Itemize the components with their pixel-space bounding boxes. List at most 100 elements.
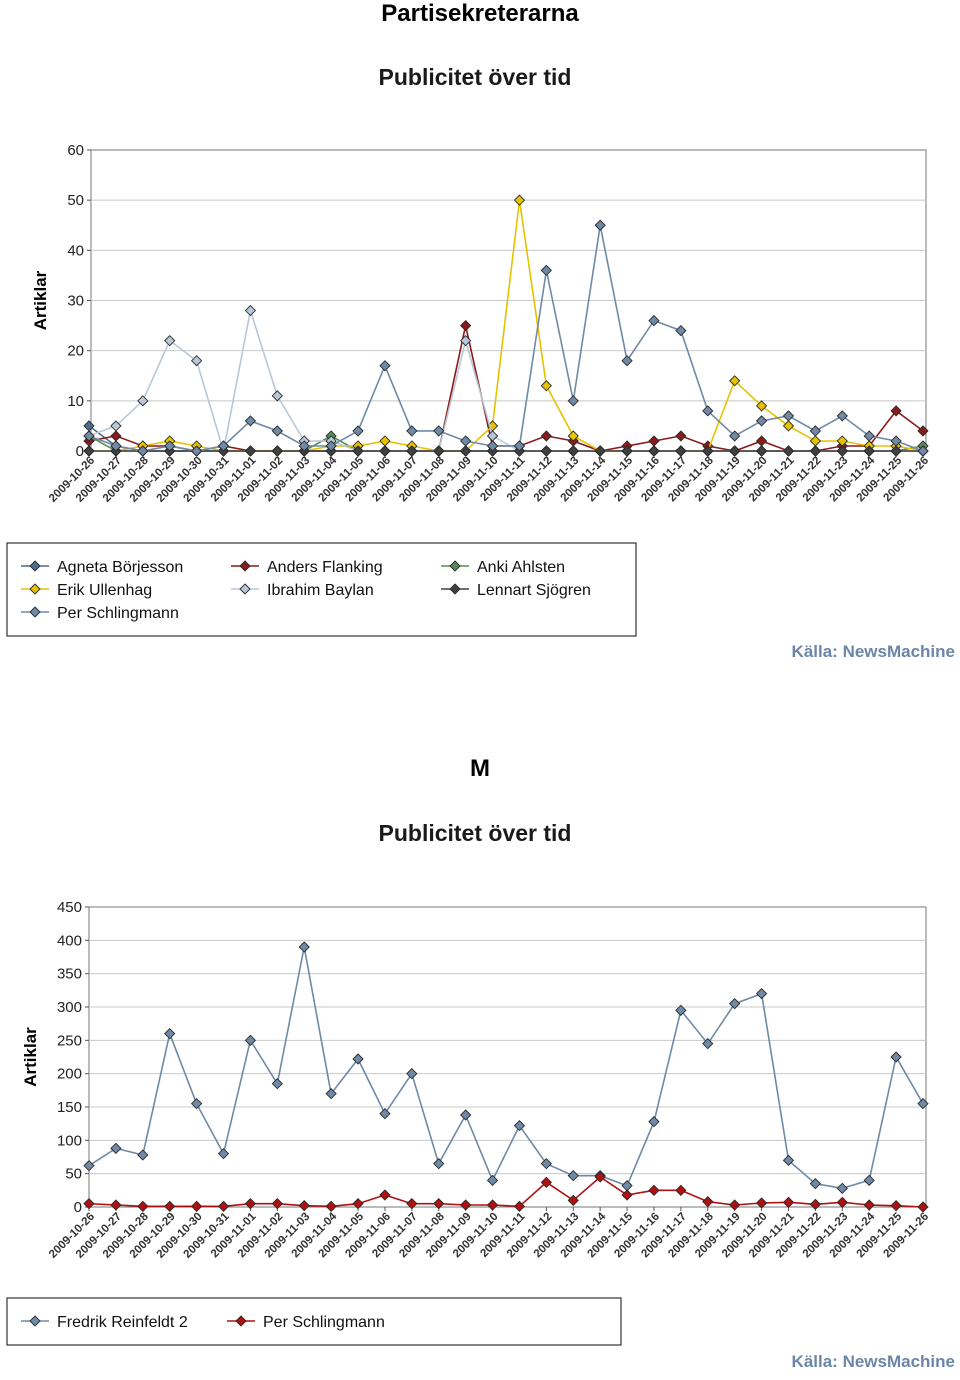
data-point-erik-ullenhag <box>729 375 741 387</box>
section-heading-bottom: M <box>470 755 490 782</box>
data-point-fredrik-reinfeldt-2 <box>352 1053 364 1065</box>
data-point-lennart-sjogren <box>863 445 875 457</box>
data-point-fredrik-reinfeldt-2 <box>540 1158 552 1170</box>
data-point-lennart-sjogren <box>675 445 687 457</box>
y-axis-label: Artiklar <box>31 270 50 330</box>
data-point-anders-flanking <box>540 430 552 442</box>
data-point-fredrik-reinfeldt-2 <box>863 1174 875 1186</box>
legend-marker-per-schlingmann <box>235 1315 247 1327</box>
source-label: Källa: NewsMachine <box>792 642 955 661</box>
data-point-per-schlingmann <box>486 1199 499 1211</box>
data-point-per-schlingmann <box>217 440 230 452</box>
data-point-per-schlingmann <box>809 1198 822 1210</box>
chart-m: Publicitet över tid Artiklar 0 50 100 150 200 2… <box>6 820 955 1371</box>
data-point-per-schlingmann <box>594 219 606 231</box>
data-point-erik-ullenhag <box>782 420 795 432</box>
data-point-per-schlingmann <box>917 445 929 457</box>
legend-label-ibrahim-baylan: Ibrahim Baylan <box>267 582 374 599</box>
legend-label-anki-ahlsten: Anki Ahlsten <box>477 559 565 576</box>
data-point-fredrik-reinfeldt-2 <box>137 1149 149 1161</box>
data-point-per-schlingmann <box>540 1176 552 1188</box>
data-point-erik-ullenhag <box>540 380 552 392</box>
legend-label-anders-flanking: Anders Flanking <box>267 559 383 576</box>
legend-marker-fredrik-reinfeldt-2 <box>29 1315 41 1327</box>
y-tick-label: 40 <box>67 242 84 259</box>
data-point-per-schlingmann <box>594 1171 606 1183</box>
data-point-per-schlingmann <box>83 1198 95 1210</box>
data-point-per-schlingmann <box>513 440 526 452</box>
data-point-fredrik-reinfeldt-2 <box>110 1142 122 1154</box>
legend-label-fredrik-reinfeldt-2: Fredrik Reinfeldt 2 <box>57 1314 188 1331</box>
data-point-per-schlingmann <box>298 1200 310 1212</box>
data-point-fredrik-reinfeldt-2 <box>917 1098 929 1110</box>
chart-partisekreterarna: Publicitet över tid Artiklar 0 10 20 30 40 50 60… <box>6 64 955 661</box>
chart-title: Publicitet över tid <box>379 64 572 90</box>
data-point-per-schlingmann <box>110 1199 122 1211</box>
data-point-lennart-sjogren <box>782 445 795 457</box>
legend-marker-erik-ullenhag <box>29 583 41 595</box>
legend-label-lennart-sjogren: Lennart Sjögren <box>477 582 591 599</box>
data-point-per-schlingmann <box>325 440 337 452</box>
data-point-lennart-sjogren <box>567 445 579 457</box>
data-point-fredrik-reinfeldt-2 <box>433 1158 445 1170</box>
data-point-per-schlingmann <box>460 435 472 447</box>
data-point-lennart-sjogren <box>244 445 257 457</box>
legend-marker-anders-flanking <box>239 560 251 572</box>
data-point-per-schlingmann <box>890 1200 902 1212</box>
data-point-fredrik-reinfeldt-2 <box>782 1154 795 1166</box>
data-point-lennart-sjogren <box>460 445 472 457</box>
data-point-lennart-sjogren <box>433 445 445 457</box>
data-point-per-schlingmann <box>621 355 633 367</box>
data-point-per-schlingmann <box>917 1201 929 1213</box>
data-point-per-schlingmann <box>379 1189 391 1201</box>
data-point-per-schlingmann <box>486 440 499 452</box>
data-point-anders-flanking <box>890 405 902 417</box>
data-point-erik-ullenhag <box>567 430 579 442</box>
legend-marker-anki-ahlsten <box>449 560 461 572</box>
data-point-per-schlingmann <box>836 410 848 422</box>
data-point-per-schlingmann <box>890 435 902 447</box>
data-point-per-schlingmann <box>217 1200 230 1212</box>
data-point-lennart-sjogren <box>406 445 418 457</box>
data-point-lennart-sjogren <box>540 445 552 457</box>
data-point-per-schlingmann <box>244 1198 257 1210</box>
data-point-per-schlingmann <box>137 1200 149 1212</box>
data-point-anders-flanking <box>675 430 687 442</box>
plot-area <box>88 906 927 1208</box>
data-point-lennart-sjogren <box>890 445 902 457</box>
data-point-fredrik-reinfeldt-2 <box>836 1182 848 1194</box>
data-point-per-schlingmann <box>782 1196 795 1208</box>
data-point-per-schlingmann <box>648 1184 660 1196</box>
data-point-per-schlingmann <box>702 1196 714 1208</box>
data-point-anders-flanking <box>917 425 929 437</box>
data-point-fredrik-reinfeldt-2 <box>244 1034 257 1046</box>
data-point-per-schlingmann <box>298 440 310 452</box>
data-point-lennart-sjogren <box>755 445 768 457</box>
y-tick-label: 20 <box>67 343 84 360</box>
data-point-per-schlingmann <box>271 425 283 437</box>
data-point-per-schlingmann <box>271 1198 283 1210</box>
data-point-fredrik-reinfeldt-2 <box>648 1116 660 1128</box>
data-point-fredrik-reinfeldt-2 <box>486 1174 499 1186</box>
data-point-erik-ullenhag <box>513 194 526 206</box>
data-point-anders-flanking <box>460 319 472 332</box>
data-point-ibrahim-baylan <box>244 304 257 317</box>
data-point-per-schlingmann <box>352 1198 364 1210</box>
data-point-per-schlingmann <box>809 425 822 437</box>
data-point-fredrik-reinfeldt-2 <box>460 1109 472 1121</box>
data-point-per-schlingmann <box>164 440 176 452</box>
series-line-fredrik-reinfeldt-2 <box>88 946 924 1190</box>
data-point-per-schlingmann <box>755 415 768 427</box>
data-point-fredrik-reinfeldt-2 <box>325 1088 337 1100</box>
data-point-fredrik-reinfeldt-2 <box>406 1068 418 1080</box>
data-point-fredrik-reinfeldt-2 <box>755 988 768 1000</box>
data-point-per-schlingmann <box>755 1197 768 1209</box>
data-point-per-schlingmann <box>83 430 95 442</box>
legend-label-agneta-borjesson: Agneta Börjesson <box>57 559 183 576</box>
y-tick-label: 400 <box>57 932 82 949</box>
data-point-per-schlingmann <box>190 445 203 457</box>
data-point-lennart-sjogren <box>594 445 606 457</box>
y-tick-label: 10 <box>67 393 84 410</box>
legend-label-erik-ullenhag: Erik Ullenhag <box>57 582 152 599</box>
data-point-per-schlingmann <box>190 1200 203 1212</box>
